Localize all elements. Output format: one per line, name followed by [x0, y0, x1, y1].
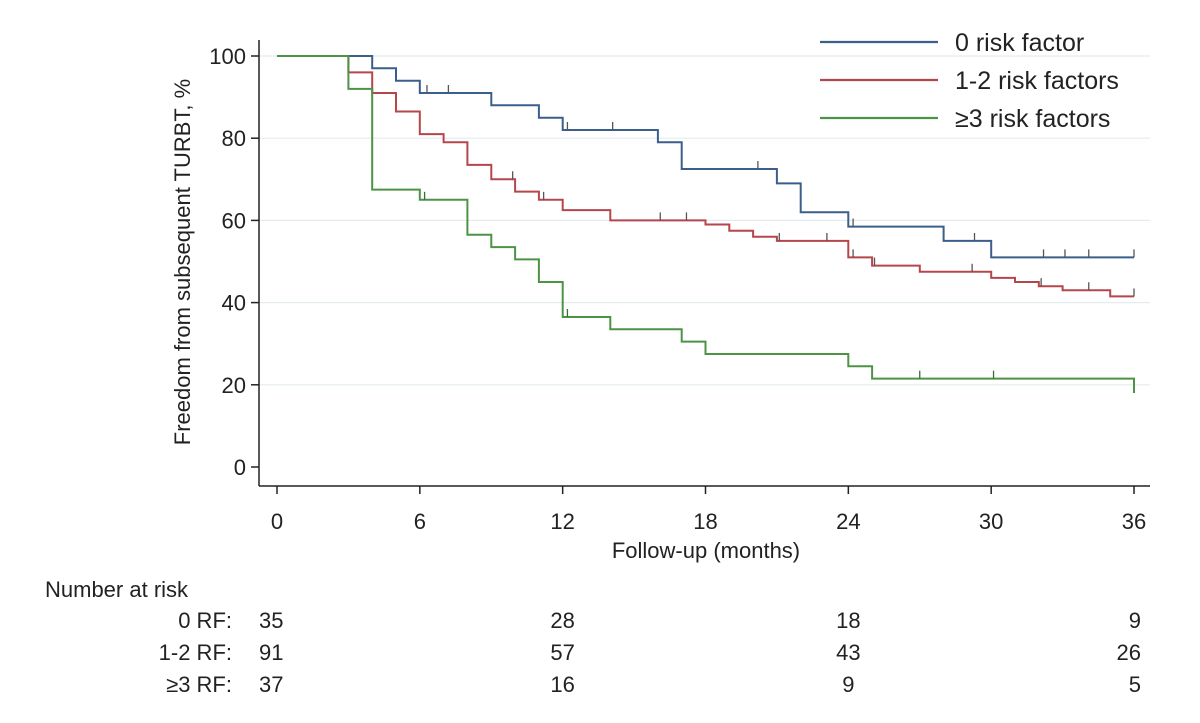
survival-curve-1	[277, 55, 1134, 298]
legend: 0 risk factor 1-2 risk factors ≥3 risk fac…	[820, 29, 1119, 133]
y-tick-label-100: 100	[209, 44, 246, 69]
risk-row-label-1: 1-2 RF:	[159, 640, 232, 665]
x-tick-label-24: 24	[836, 509, 860, 534]
survival-curves	[277, 55, 1135, 393]
legend-label-0: 0 risk factor	[955, 29, 1084, 57]
y-tick-label-0: 0	[234, 455, 246, 480]
risk-count-2-2: 9	[842, 672, 854, 697]
risk-count-1-0: 91	[259, 640, 283, 665]
x-tick-label-18: 18	[693, 509, 717, 534]
y-tick-label-40: 40	[222, 291, 246, 316]
risk-count-0-2: 18	[836, 608, 860, 633]
risk-count-1-2: 43	[836, 640, 860, 665]
risk-count-1-1: 57	[550, 640, 574, 665]
risk-count-0-0: 35	[259, 608, 283, 633]
x-tick-label-30: 30	[979, 509, 1003, 534]
risk-count-0-3: 9	[1129, 608, 1141, 633]
risk-count-2-3: 5	[1129, 672, 1141, 697]
survival-curve-2	[277, 55, 1135, 393]
number-at-risk-table: Number at risk 0 RF: 35 28 18 9 1-2 RF: 91 57 43 2…	[45, 577, 1141, 697]
x-tick-label-12: 12	[550, 509, 574, 534]
risk-count-1-3: 26	[1117, 640, 1141, 665]
risk-count-2-1: 16	[550, 672, 574, 697]
x-axis-title: Follow-up (months)	[612, 538, 800, 563]
x-tick-label-36: 36	[1122, 509, 1146, 534]
y-axis-title: Freedom from subsequent TURBT, %	[170, 79, 195, 445]
risk-count-0-1: 28	[550, 608, 574, 633]
risk-table-title: Number at risk	[45, 577, 189, 602]
risk-row-label-0: 0 RF:	[178, 608, 232, 633]
legend-label-2: ≥3 risk factors	[955, 105, 1110, 133]
survival-curve-0	[277, 55, 1134, 259]
y-tick-label-20: 20	[222, 373, 246, 398]
risk-row-label-2: ≥3 RF:	[166, 672, 232, 697]
x-tick-label-0: 0	[271, 509, 283, 534]
y-tick-label-80: 80	[222, 126, 246, 151]
risk-count-2-0: 37	[259, 672, 283, 697]
legend-label-1: 1-2 risk factors	[955, 67, 1119, 95]
x-tick-label-6: 6	[414, 509, 426, 534]
y-tick-label-60: 60	[222, 208, 246, 233]
axes: 0 20 40 60 80 100 0 6 12 18 24 30 36 Follow-up (month…	[170, 40, 1150, 563]
